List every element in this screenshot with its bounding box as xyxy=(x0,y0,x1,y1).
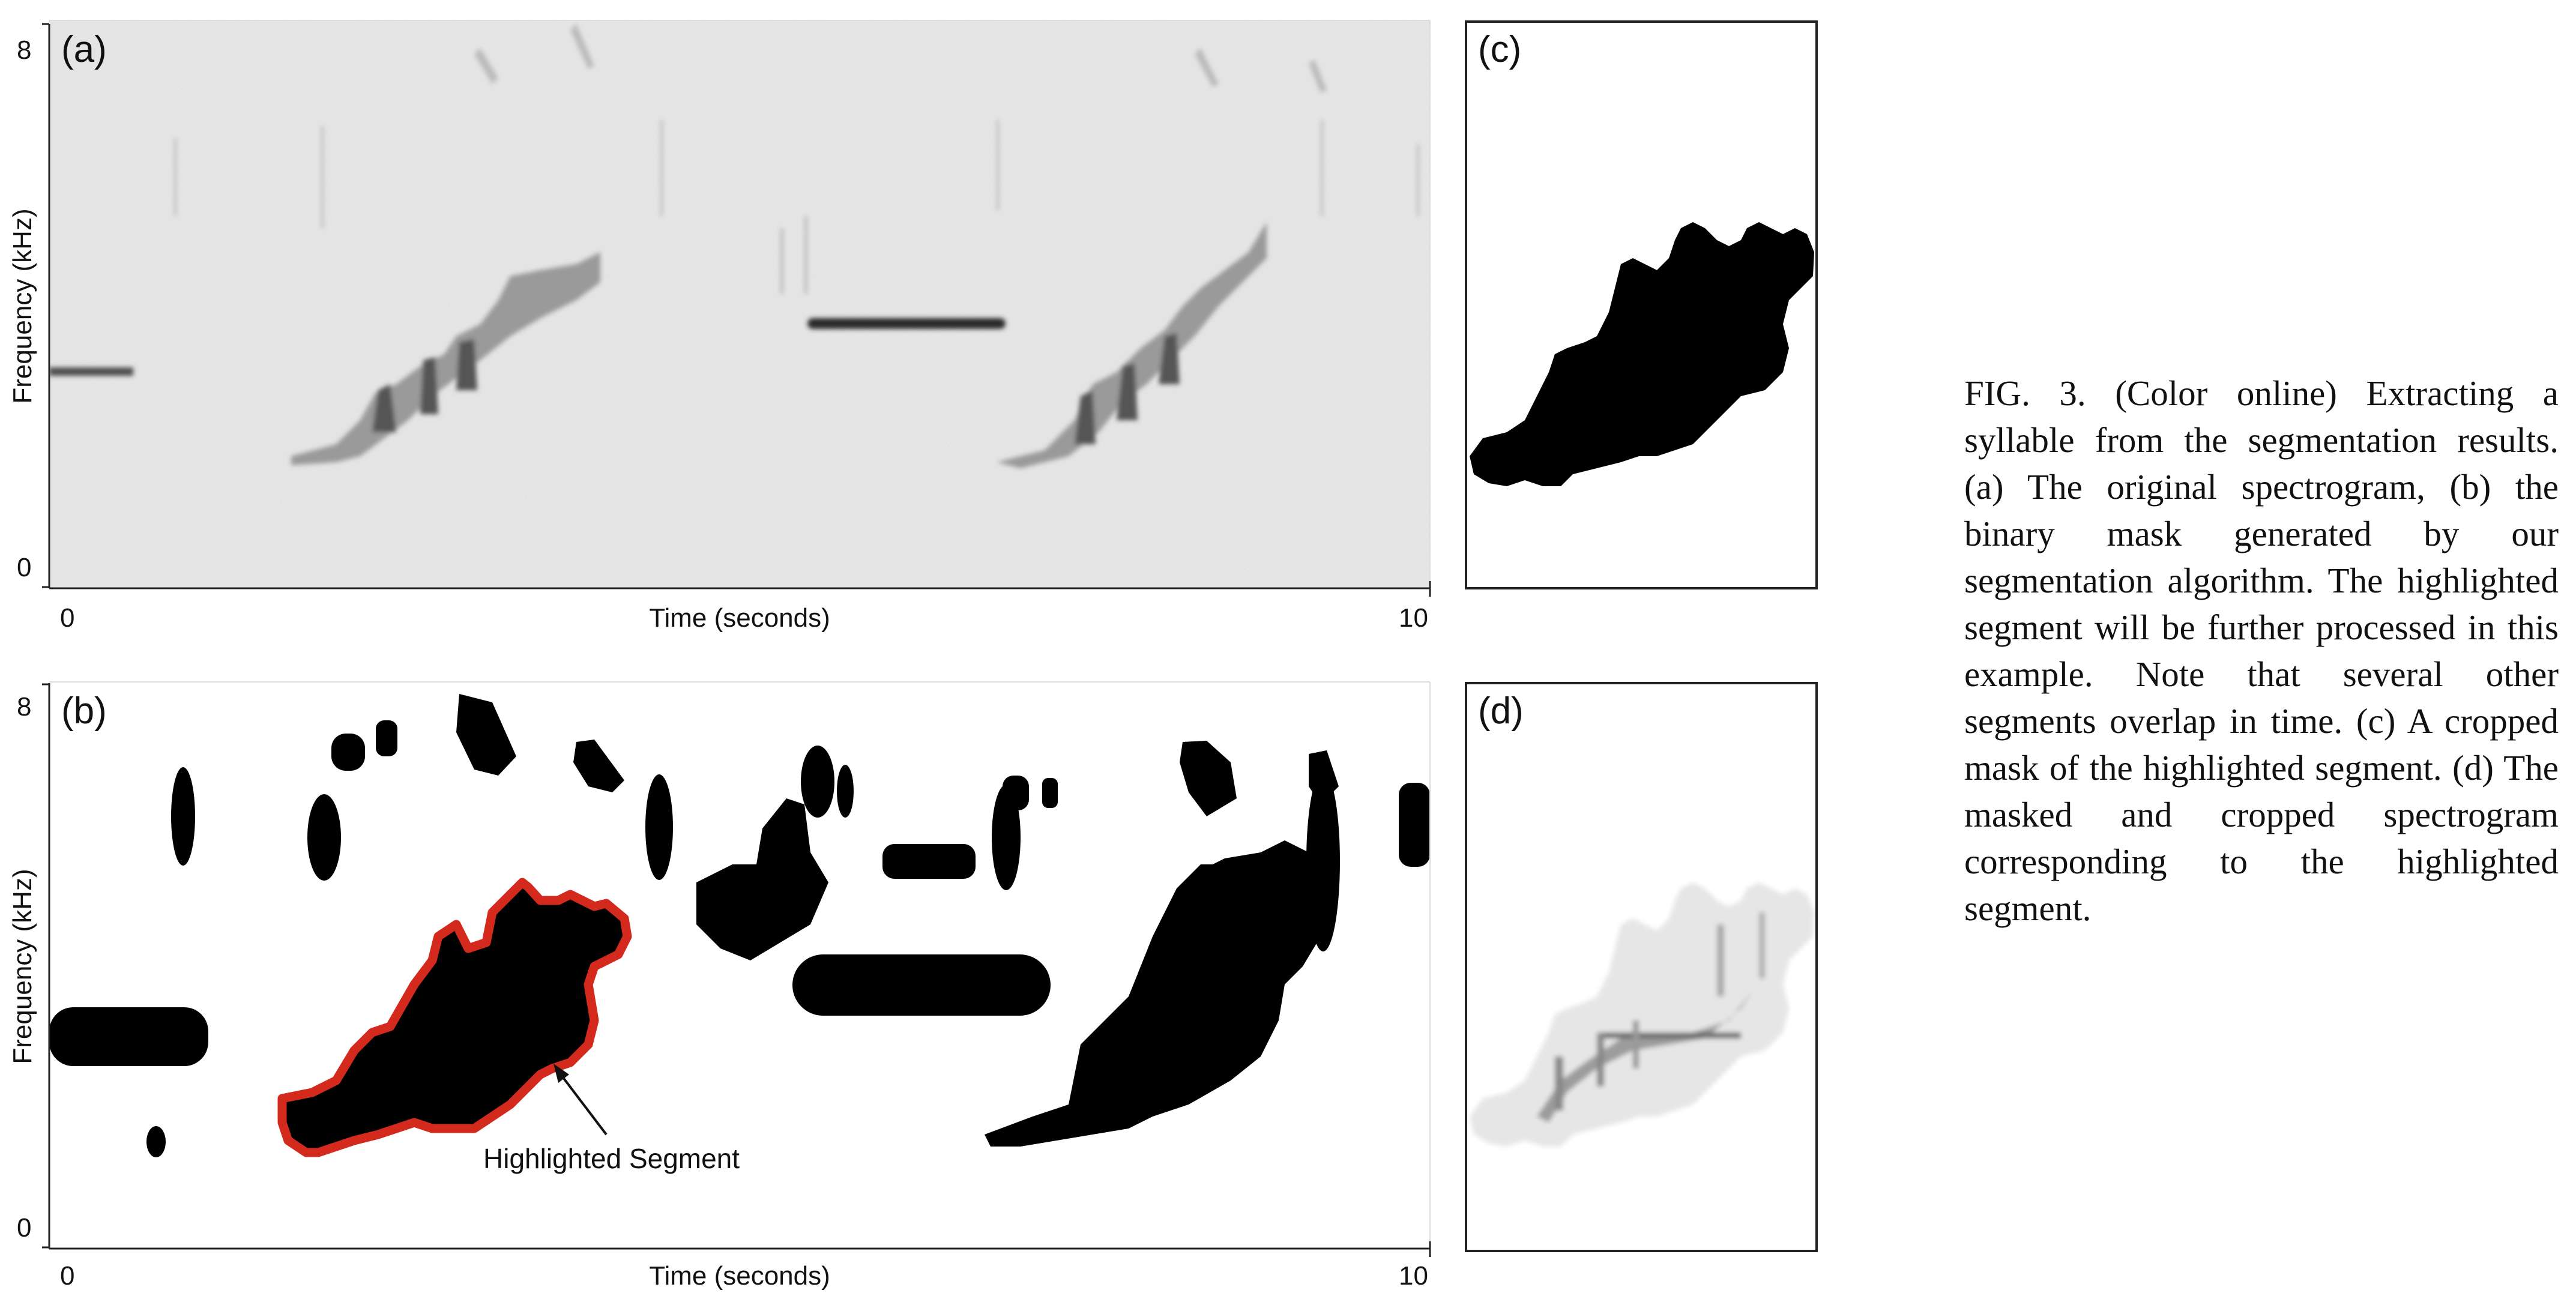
panel-c-label: (c) xyxy=(1478,29,1521,70)
spectrogram-syllables xyxy=(49,24,1419,468)
x-tick-a-right: 10 xyxy=(1399,603,1428,633)
mask-segments xyxy=(49,694,1430,1157)
y-tick-a-bottom: 0 xyxy=(17,553,31,582)
x-tick-a-left: 0 xyxy=(60,603,74,633)
panel-b-label: (b) xyxy=(61,690,107,732)
spectrogram-a xyxy=(49,20,1430,588)
figure-caption: FIG. 3. (Color online) Extracting a syll… xyxy=(1964,373,2559,928)
y-tick-b-top: 8 xyxy=(17,692,31,722)
cropped-mask xyxy=(1470,222,1814,486)
panel-c: (c) xyxy=(1465,20,1818,589)
y-tick-b-bottom: 0 xyxy=(17,1213,31,1243)
panel-d-label: (d) xyxy=(1478,690,1524,732)
y-tick-a-top: 8 xyxy=(17,35,31,65)
panel-a-label: (a) xyxy=(61,29,107,70)
panel-a: (a) 8 0 Frequency (kHz) 0 10 Time (secon… xyxy=(8,20,1431,633)
x-tick-b-left: 0 xyxy=(60,1261,74,1291)
highlighted-segment xyxy=(277,878,632,1157)
annotation-arrow xyxy=(556,1068,608,1136)
x-axis-label-a: Time (seconds) xyxy=(649,603,830,633)
highlighted-segment-annotation: Highlighted Segment xyxy=(483,1143,740,1174)
y-axis-label-a: Frequency (kHz) xyxy=(8,208,37,403)
y-axis-label-b: Frequency (kHz) xyxy=(8,869,37,1064)
panel-b: Highlighted Segment (b) 8 0 Frequency (k… xyxy=(8,681,1431,1291)
x-axis-label-b: Time (seconds) xyxy=(649,1261,830,1291)
x-tick-b-right: 10 xyxy=(1399,1261,1428,1291)
panel-d: (d) xyxy=(1465,682,1818,1252)
